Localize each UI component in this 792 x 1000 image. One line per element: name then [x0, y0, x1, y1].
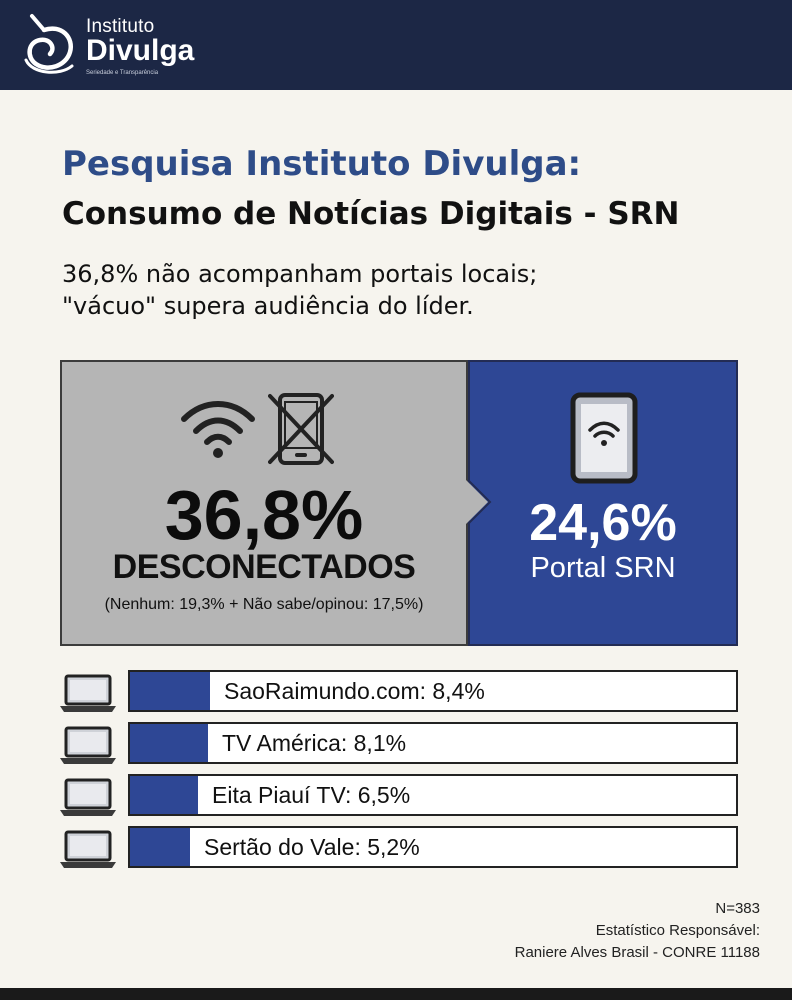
bar-label: SaoRaimundo.com: 8,4%	[224, 678, 485, 704]
brand-logo: Instituto Divulga Seriedade e Transparên…	[22, 8, 222, 82]
bar-fill	[130, 828, 190, 866]
bar-row: Eita Piauí TV: 6,5%	[58, 774, 738, 818]
laptop-icon	[60, 778, 116, 816]
bar-track: TV América: 8,1%	[128, 722, 738, 764]
bar-track: SaoRaimundo.com: 8,4%	[128, 670, 738, 712]
leader-label: Portal SRN	[530, 552, 676, 584]
logo-swirl-icon	[24, 14, 74, 74]
phone-crossed-icon	[268, 393, 334, 465]
page-subtitle: 36,8% não acompanham portais locais; "vá…	[62, 258, 742, 322]
disconnected-label: DESCONECTADOS	[112, 548, 416, 586]
page-title: Pesquisa Instituto Divulga:	[62, 144, 582, 184]
bar-row: SaoRaimundo.com: 8,4%	[58, 670, 738, 714]
brand-line1: Instituto	[86, 16, 155, 37]
tablet-wifi-icon	[570, 392, 638, 484]
bar-fill	[130, 724, 208, 762]
laptop-icon	[60, 674, 116, 712]
disconnected-note: (Nenhum: 19,3% + Não sabe/opinou: 17,5%)	[104, 596, 424, 613]
bar-track: Eita Piauí TV: 6,5%	[128, 774, 738, 816]
wifi-icon	[181, 401, 255, 458]
sample-size: N=383	[715, 900, 760, 917]
laptop-icon	[60, 726, 116, 764]
leader-value: 24,6%	[529, 494, 677, 552]
credit-line2: Raniere Alves Brasil - CONRE 11188	[514, 944, 760, 961]
bar-row: Sertão do Vale: 5,2%	[58, 826, 738, 870]
subtitle-line1: 36,8% não acompanham portais locais;	[62, 260, 538, 288]
bar-label: Sertão do Vale: 5,2%	[204, 834, 420, 860]
bar-label: Eita Piauí TV: 6,5%	[212, 782, 411, 808]
brand-tagline: Seriedade e Transparência	[86, 70, 159, 76]
header-bar: Instituto Divulga Seriedade e Transparên…	[0, 0, 792, 90]
credit-line1: Estatístico Responsável:	[595, 922, 760, 939]
brand-line2: Divulga	[86, 34, 195, 67]
bar-fill	[130, 672, 210, 710]
bar-track: Sertão do Vale: 5,2%	[128, 826, 738, 868]
page-title-secondary: Consumo de Notícias Digitais - SRN	[62, 196, 680, 232]
laptop-icon	[60, 830, 116, 868]
footer-bar	[0, 988, 792, 1000]
panel-notch	[466, 480, 492, 524]
bar-label: TV América: 8,1%	[222, 730, 407, 756]
disconnected-value: 36,8%	[164, 476, 364, 554]
subtitle-line2: "vácuo" supera audiência do líder.	[62, 292, 474, 320]
bar-fill	[130, 776, 198, 814]
bar-row: TV América: 8,1%	[58, 722, 738, 766]
